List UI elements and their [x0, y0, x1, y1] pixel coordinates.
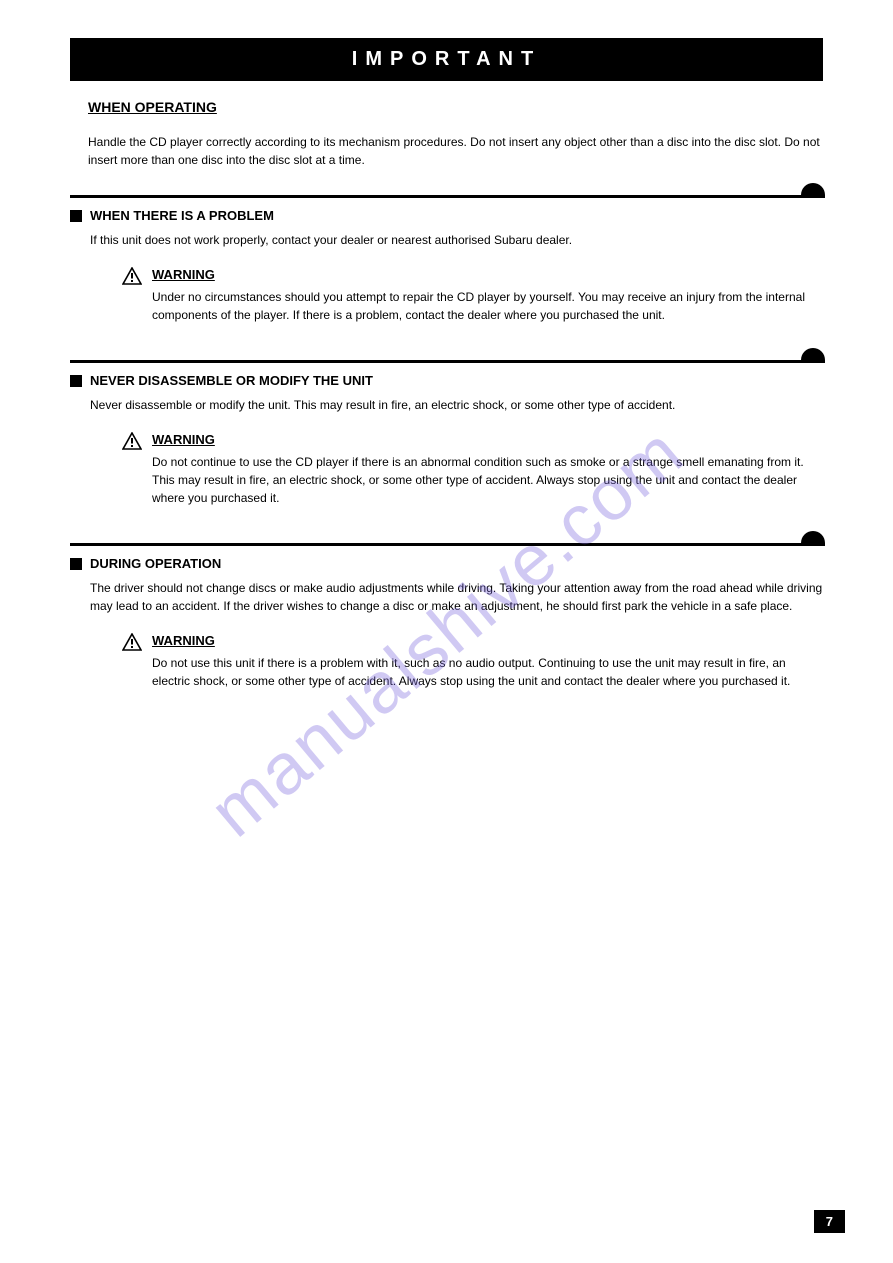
- block-body: If this unit does not work properly, con…: [90, 231, 823, 249]
- content-block: DURING OPERATION The driver should not c…: [70, 556, 823, 720]
- section-divider: [70, 543, 823, 546]
- block-title: NEVER DISASSEMBLE OR MODIFY THE UNIT: [90, 373, 823, 388]
- block-body: The driver should not change discs or ma…: [90, 579, 823, 615]
- bullet-square-icon: [70, 558, 82, 570]
- section-divider: [70, 360, 823, 363]
- warning-text: Do not use this unit if there is a probl…: [152, 654, 823, 690]
- warning-text: Do not continue to use the CD player if …: [152, 453, 823, 507]
- section-divider: [70, 195, 823, 198]
- block-body: Never disassemble or modify the unit. Th…: [90, 396, 823, 414]
- warning-block: WARNING Do not use this unit if there is…: [122, 633, 823, 690]
- page-number: 7: [826, 1214, 833, 1229]
- content-block: WHEN THERE IS A PROBLEM If this unit doe…: [70, 208, 823, 354]
- section-intro: Handle the CD player correctly according…: [88, 133, 823, 169]
- warning-block: WARNING Under no circumstances should yo…: [122, 267, 823, 324]
- warning-text: Under no circumstances should you attemp…: [152, 288, 823, 324]
- warning-block: WARNING Do not continue to use the CD pl…: [122, 432, 823, 507]
- warning-icon: [122, 633, 142, 656]
- warning-label: WARNING: [152, 267, 823, 282]
- warning-label: WARNING: [152, 633, 823, 648]
- header-bar: IMPORTANT: [70, 38, 823, 81]
- warning-icon: [122, 267, 142, 290]
- section-title: WHEN OPERATING: [88, 99, 823, 115]
- bullet-square-icon: [70, 210, 82, 222]
- page-number-badge: 7: [814, 1210, 845, 1233]
- header-title: IMPORTANT: [352, 48, 541, 70]
- bullet-square-icon: [70, 375, 82, 387]
- content-block: NEVER DISASSEMBLE OR MODIFY THE UNIT Nev…: [70, 373, 823, 537]
- warning-icon: [122, 432, 142, 455]
- block-title: WHEN THERE IS A PROBLEM: [90, 208, 823, 223]
- block-title: DURING OPERATION: [90, 556, 823, 571]
- warning-label: WARNING: [152, 432, 823, 447]
- divider-tab-icon: [801, 183, 825, 198]
